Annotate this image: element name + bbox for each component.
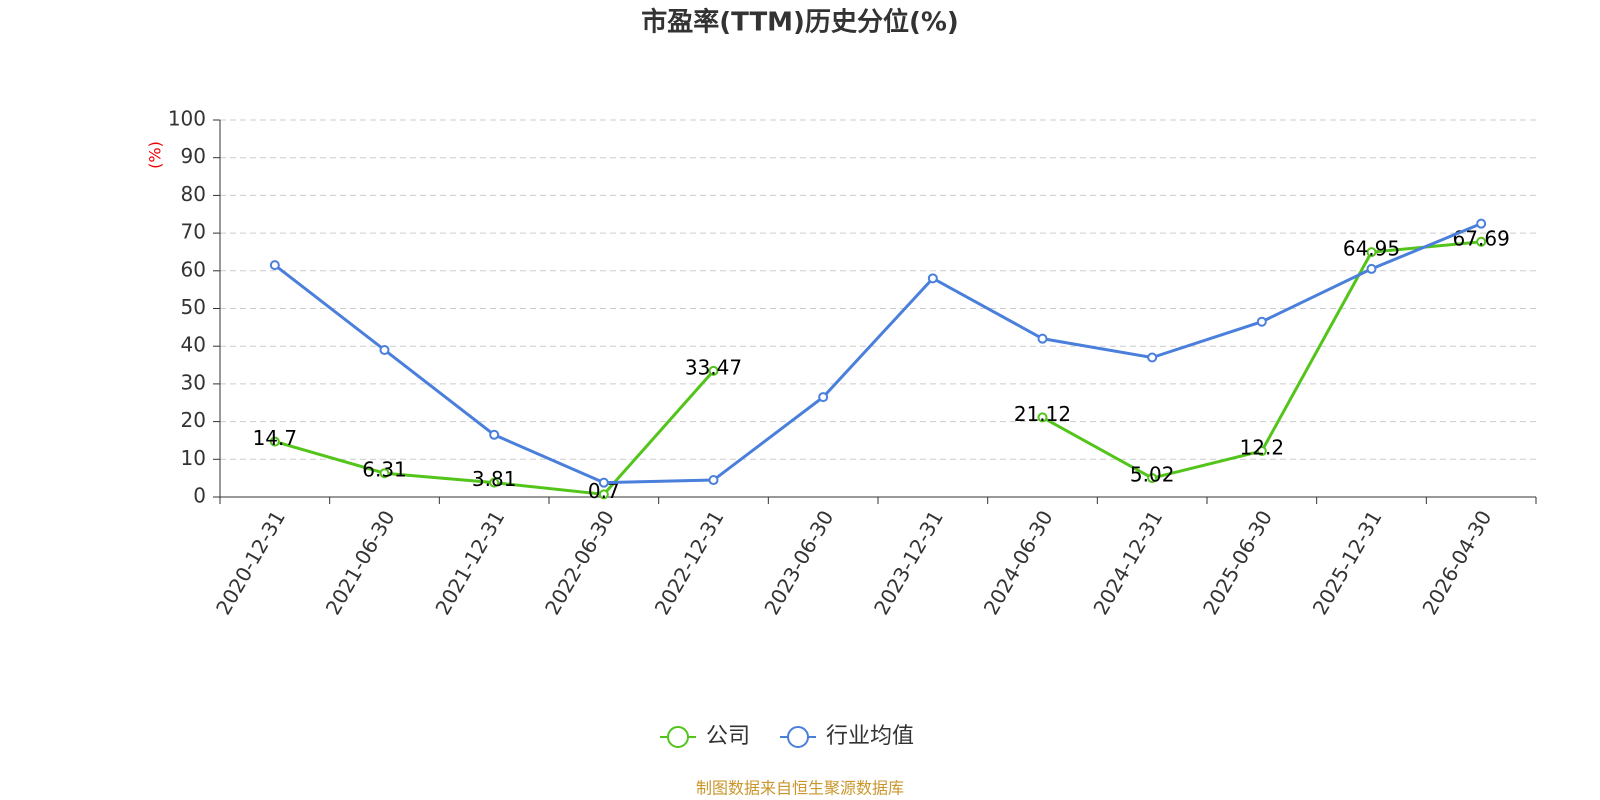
- x-tick-label: 2021-12-31: [430, 506, 509, 619]
- point: [379, 468, 390, 479]
- series-line: [273, 222, 1482, 485]
- point: [1366, 263, 1377, 274]
- y-tick-label: 0: [193, 484, 206, 508]
- point: [489, 429, 500, 440]
- data-label: 67.69: [1453, 226, 1510, 250]
- point: [1147, 473, 1158, 484]
- y-tick-label: 30: [181, 370, 206, 394]
- data-label: 14.7: [253, 426, 298, 450]
- point: [708, 365, 719, 376]
- data-label: 33.47: [685, 355, 742, 379]
- point: [598, 477, 609, 488]
- point: [1476, 218, 1487, 229]
- y-tick-label: 70: [181, 220, 206, 244]
- point: [708, 475, 719, 486]
- legend-marker: [667, 726, 689, 748]
- x-tick-label: 2025-12-31: [1308, 506, 1387, 619]
- point: [379, 344, 390, 355]
- point: [1147, 352, 1158, 363]
- x-tick-label: 2023-06-30: [759, 506, 838, 619]
- y-tick-label: 100: [168, 107, 206, 131]
- point: [1476, 236, 1487, 247]
- source-note: 制图数据来自恒生聚源数据库: [696, 779, 904, 798]
- point: [1037, 333, 1048, 344]
- x-tick-label: 2020-12-31: [211, 506, 290, 619]
- legend-marker: [787, 726, 810, 748]
- point: [269, 260, 280, 271]
- point: [1037, 412, 1048, 423]
- y-tick-label: 10: [181, 446, 206, 470]
- point: [269, 436, 280, 447]
- y-tick-label: 80: [181, 182, 206, 206]
- point: [1256, 316, 1267, 327]
- point: [598, 489, 609, 500]
- y-tick-label: 40: [181, 333, 206, 357]
- x-tick-label: 2022-06-30: [540, 506, 619, 619]
- y-tick-label: 20: [181, 408, 206, 432]
- data-label: 6.31: [362, 458, 407, 482]
- legend-label: 行业均值: [826, 724, 914, 749]
- series-line: [274, 240, 1482, 496]
- y-tick-label: 50: [181, 295, 206, 319]
- y-tick-label: 60: [181, 257, 206, 281]
- point: [818, 392, 829, 403]
- point: [1366, 247, 1377, 258]
- x-tick-label: 2022-12-31: [650, 506, 729, 619]
- point: [927, 273, 938, 284]
- legend-label: 公司: [706, 724, 750, 749]
- x-tick-label: 2025-06-30: [1198, 506, 1277, 619]
- chart-title: 市盈率(TTM)历史分位(%): [641, 7, 959, 38]
- x-tick-label: 2024-06-30: [979, 506, 1058, 619]
- data-label: 64.95: [1343, 237, 1400, 261]
- point: [1256, 446, 1267, 457]
- x-tick-label: 2021-06-30: [321, 506, 400, 619]
- data-label: 12.2: [1240, 436, 1285, 460]
- y-axis-label: (%): [146, 141, 165, 169]
- x-tick-label: 2024-12-31: [1088, 506, 1167, 619]
- x-tick-label: 2023-12-31: [869, 506, 948, 619]
- data-label: 3.81: [472, 467, 517, 491]
- point: [489, 477, 500, 488]
- y-tick-label: 90: [181, 144, 206, 168]
- data-label: 5.02: [1130, 463, 1175, 487]
- x-tick-label: 2026-04-30: [1417, 506, 1496, 619]
- data-label: 21.12: [1014, 402, 1071, 426]
